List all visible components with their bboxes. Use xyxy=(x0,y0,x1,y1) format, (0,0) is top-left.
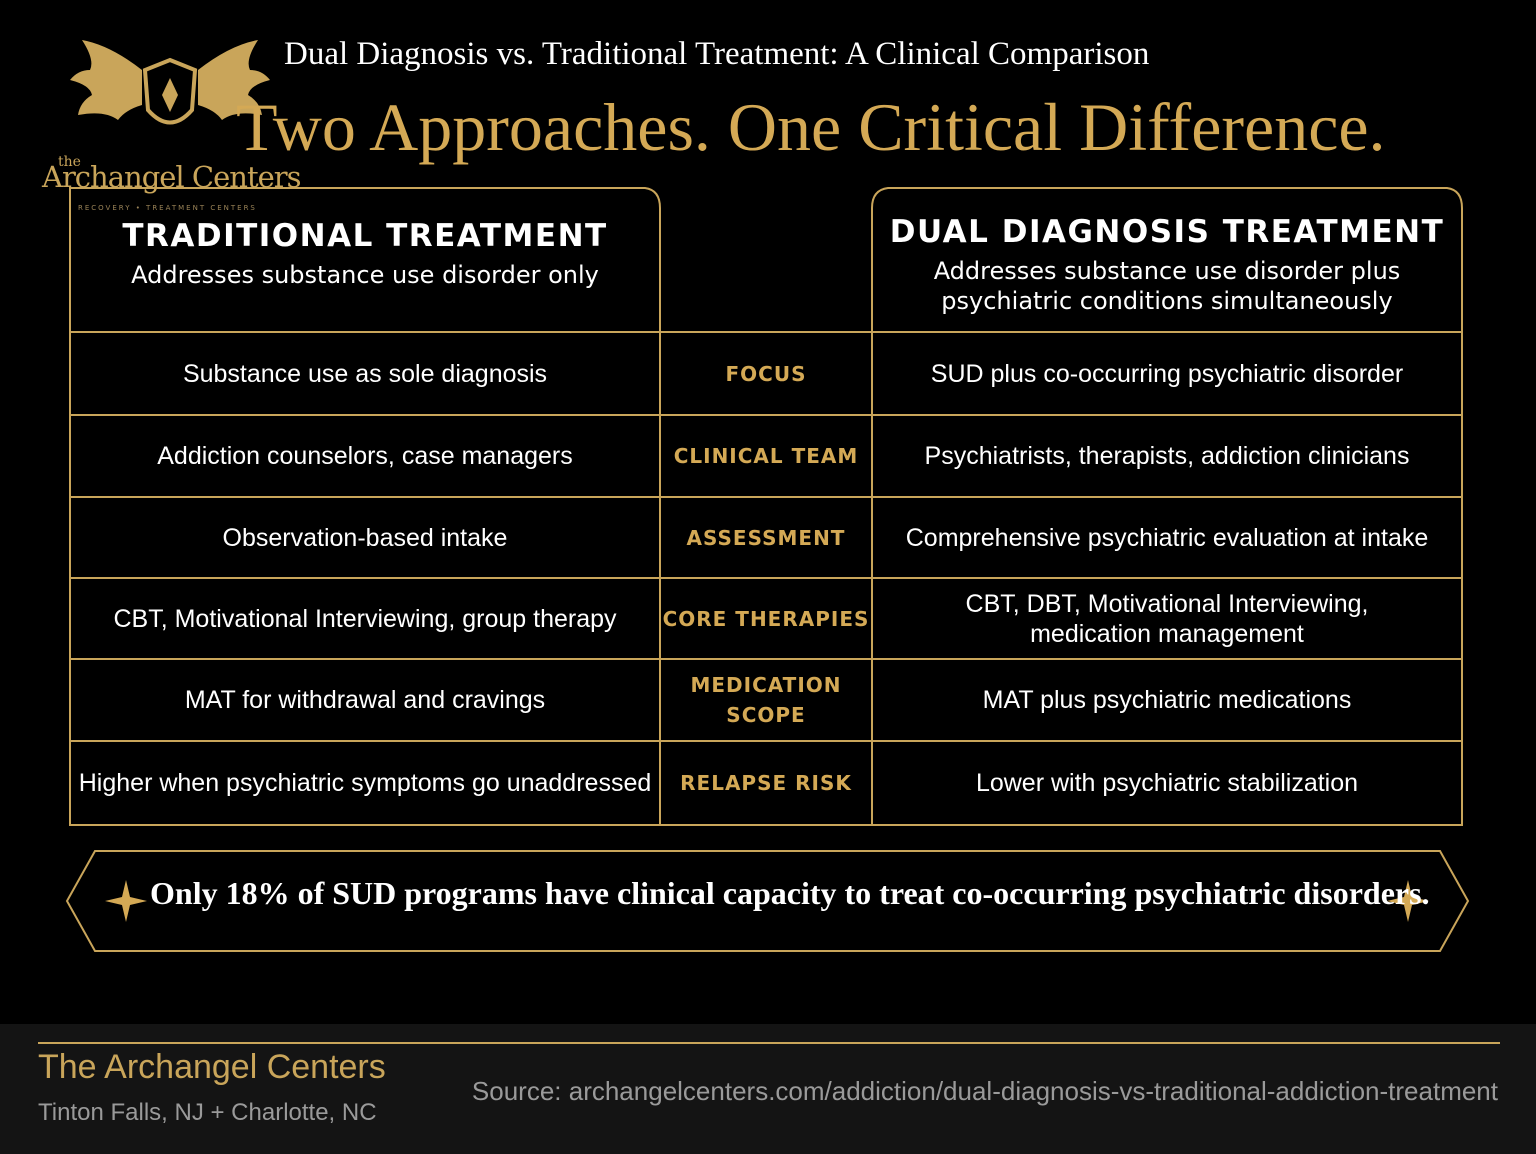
traditional-cell: Observation-based intake xyxy=(222,523,508,552)
winged-crest-icon xyxy=(70,40,270,125)
logo-the: the xyxy=(58,154,81,170)
category-label: CLINICAL TEAM xyxy=(673,444,859,468)
traditional-cell: Addiction counselors, case managers xyxy=(157,442,573,470)
footer-locations: Tinton Falls, NJ + Charlotte, NC xyxy=(38,1099,377,1126)
dual-cell: Comprehensive psychiatric evaluation at … xyxy=(905,523,1429,552)
footer-org-name: The Archangel Centers xyxy=(38,1048,386,1086)
dual-cell: MAT plus psychiatric medications xyxy=(982,686,1352,714)
dual-title: DUAL DIAGNOSIS TREATMENT xyxy=(889,214,1445,250)
sparkle-icon xyxy=(105,880,1429,922)
dual-header: DUAL DIAGNOSIS TREATMENT Addresses subst… xyxy=(872,214,1462,316)
page-headline: Two Approaches. One Critical Difference. xyxy=(236,89,1386,165)
traditional-cell: Substance use as sole diagnosis xyxy=(182,359,548,388)
traditional-title: TRADITIONAL TREATMENT xyxy=(122,218,608,254)
footer-source: Source: archangelcenters.com/addiction/d… xyxy=(471,1076,1498,1106)
category-label: CORE THERAPIES xyxy=(662,606,870,631)
dual-cell: SUD plus co-occurring psychiatric disord… xyxy=(930,359,1404,388)
comparison-table-frame xyxy=(65,187,1470,952)
dual-description-line2: psychiatric conditions simultaneously xyxy=(941,287,1393,315)
footer-divider xyxy=(38,1042,1500,1044)
dual-description: Addresses substance use disorder plus ps… xyxy=(872,256,1462,316)
dual-cell: CBT, DBT, Motivational Interviewing, med… xyxy=(965,589,1369,648)
category-label: RELAPSE RISK xyxy=(680,771,852,795)
category-label: FOCUS xyxy=(725,361,807,386)
traditional-description: Addresses substance use disorder only xyxy=(131,261,599,289)
category-label: ASSESSMENT xyxy=(686,525,846,550)
traditional-cell: CBT, Motivational Interviewing, group th… xyxy=(113,604,617,633)
page-subtitle: Dual Diagnosis vs. Traditional Treatment… xyxy=(284,36,1150,72)
dual-cell: Psychiatrists, therapists, addiction cli… xyxy=(924,442,1410,470)
footer: The Archangel Centers Tinton Falls, NJ +… xyxy=(0,1024,1536,1154)
traditional-cell: MAT for withdrawal and cravings xyxy=(184,686,546,714)
traditional-header: TRADITIONAL TREATMENT Addresses substanc… xyxy=(70,218,660,290)
dual-description-line1: Addresses substance use disorder plus xyxy=(933,257,1401,285)
dual-cell: Lower with psychiatric stabilization xyxy=(975,769,1359,797)
statistic-banner: Only 18% of SUD programs have clinical c… xyxy=(150,875,1430,911)
traditional-cell: Higher when psychiatric symptoms go unad… xyxy=(78,769,652,797)
logo-tagline: RECOVERY • TREATMENT CENTERS xyxy=(78,204,257,212)
category-label: MEDICATION SCOPE xyxy=(690,673,842,727)
